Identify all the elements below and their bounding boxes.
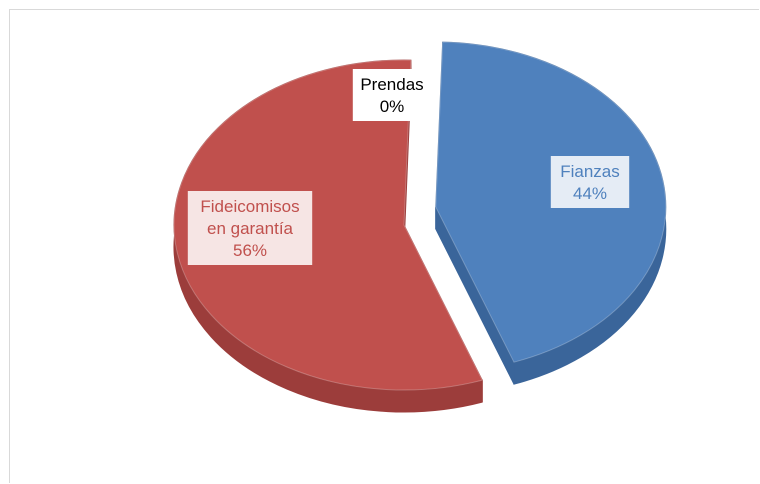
pie-chart: Fianzas 44% Fideicomisos en garantía 56% Pren…	[173, 41, 667, 413]
data-label-value-prendas: 0%	[380, 97, 405, 116]
pie-tops	[173, 41, 667, 391]
data-label-box-fideicomisos-en-garantia	[187, 191, 313, 265]
data-label-name-fideicomisos-en-garantia: en garantía	[207, 219, 294, 238]
chart-frame: Fianzas 44% Fideicomisos en garantía 56% Pren…	[9, 9, 759, 483]
pie-slice-fianzas	[435, 41, 667, 363]
data-label-name-prendas: Prendas	[360, 75, 423, 94]
data-label-value-fideicomisos-en-garantia: 56%	[233, 241, 267, 260]
pie-slice-fideicomisos-en-garantia	[173, 59, 483, 391]
data-label-value-fianzas: 44%	[573, 184, 607, 203]
data-label-name-fianzas: Fianzas	[560, 162, 620, 181]
pie-labels: Fianzas 44% Fideicomisos en garantía 56% Pren…	[187, 69, 630, 265]
data-label-box-fianzas	[550, 156, 630, 208]
data-label-name-fideicomisos-en-garantia: Fideicomisos	[200, 197, 299, 216]
pie-slice-wall-fianzas-1	[435, 206, 515, 385]
data-label-box-prendas	[352, 69, 432, 121]
